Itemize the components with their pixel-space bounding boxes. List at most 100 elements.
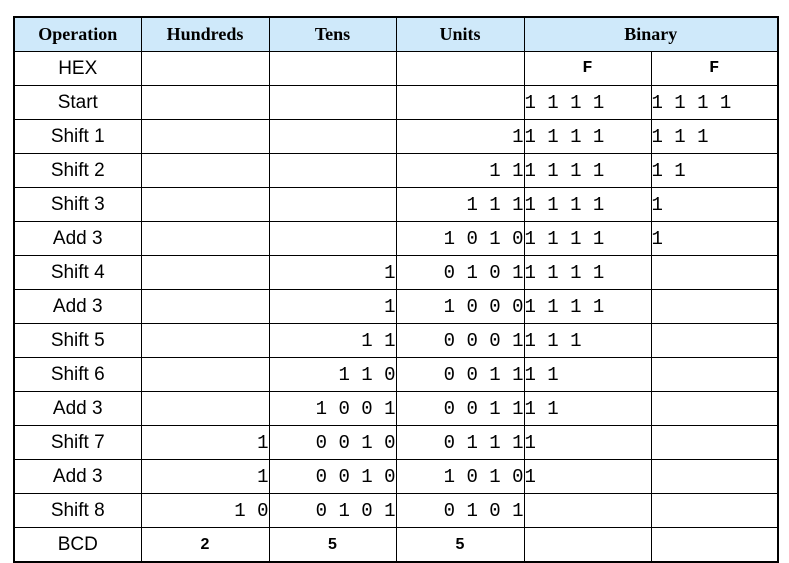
units-cell <box>395 51 525 86</box>
operation-cell: Shift 7 <box>13 425 142 460</box>
binary-low-cell: 1 <box>650 187 779 222</box>
units-cell: 1 0 1 0 <box>395 459 525 494</box>
units-cell: 5 <box>395 527 525 563</box>
hundreds-cell <box>140 323 270 358</box>
tens-cell: 0 1 0 1 <box>268 493 397 528</box>
hundreds-cell: 2 <box>140 527 270 563</box>
hundreds-cell: 1 <box>140 459 270 494</box>
binary-low-cell <box>650 357 779 392</box>
tens-cell: 1 1 <box>268 323 397 358</box>
units-cell: 1 0 0 0 <box>395 289 525 324</box>
header-units: Units <box>395 16 525 52</box>
units-cell: 0 1 1 1 <box>395 425 525 460</box>
hundreds-cell <box>140 85 270 120</box>
double-dabble-table: Operation Hundreds Tens Units Binary HEX… <box>13 16 780 563</box>
table-row: HEX F F <box>13 51 779 86</box>
binary-high-cell <box>523 527 652 563</box>
table-row: BCD 2 5 5 <box>13 527 779 563</box>
binary-high-cell: F <box>523 51 652 86</box>
operation-cell: Add 3 <box>13 221 142 256</box>
hundreds-cell <box>140 255 270 290</box>
tens-cell: 1 0 0 1 <box>268 391 397 426</box>
tens-cell <box>268 51 397 86</box>
tens-cell: 1 1 0 <box>268 357 397 392</box>
binary-high-cell: 1 1 1 1 <box>523 255 652 290</box>
units-cell: 0 1 0 1 <box>395 255 525 290</box>
header-row: Operation Hundreds Tens Units Binary <box>13 16 779 52</box>
binary-high-cell: 1 1 1 1 <box>523 119 652 154</box>
operation-cell: Add 3 <box>13 289 142 324</box>
binary-low-cell <box>650 323 779 358</box>
binary-high-cell: 1 1 1 <box>523 323 652 358</box>
tens-cell: 0 0 1 0 <box>268 459 397 494</box>
binary-low-cell: 1 1 <box>650 153 779 188</box>
hundreds-cell <box>140 391 270 426</box>
binary-low-cell: 1 <box>650 221 779 256</box>
operation-cell: Start <box>13 85 142 120</box>
binary-high-cell: 1 1 <box>523 357 652 392</box>
operation-cell: Shift 6 <box>13 357 142 392</box>
binary-high-cell: 1 <box>523 459 652 494</box>
binary-high-cell: 1 1 <box>523 391 652 426</box>
hundreds-cell <box>140 153 270 188</box>
binary-low-cell: 1 1 1 1 <box>650 85 779 120</box>
units-cell: 1 1 1 <box>395 187 525 222</box>
hundreds-cell <box>140 289 270 324</box>
tens-cell <box>268 85 397 120</box>
operation-cell: Shift 3 <box>13 187 142 222</box>
tens-cell: 1 <box>268 289 397 324</box>
binary-low-cell <box>650 255 779 290</box>
binary-high-cell: 1 1 1 1 <box>523 221 652 256</box>
binary-high-cell: 1 1 1 1 <box>523 187 652 222</box>
hundreds-cell <box>140 357 270 392</box>
units-cell: 0 0 1 1 <box>395 391 525 426</box>
binary-high-cell: 1 1 1 1 <box>523 85 652 120</box>
tens-cell: 5 <box>268 527 397 563</box>
header-operation: Operation <box>13 16 142 52</box>
binary-low-cell <box>650 289 779 324</box>
units-cell: 0 0 0 1 <box>395 323 525 358</box>
header-binary: Binary <box>523 16 779 52</box>
hundreds-cell <box>140 221 270 256</box>
operation-cell: Shift 8 <box>13 493 142 528</box>
tens-cell <box>268 119 397 154</box>
binary-high-cell: 1 1 1 1 <box>523 153 652 188</box>
tens-cell <box>268 153 397 188</box>
binary-high-cell: 1 <box>523 425 652 460</box>
tens-cell: 1 <box>268 255 397 290</box>
binary-low-cell <box>650 459 779 494</box>
hundreds-cell <box>140 119 270 154</box>
binary-high-cell <box>523 493 652 528</box>
header-tens: Tens <box>268 16 397 52</box>
tens-cell <box>268 221 397 256</box>
hundreds-cell: 1 0 <box>140 493 270 528</box>
units-cell: 0 1 0 1 <box>395 493 525 528</box>
tens-cell: 0 0 1 0 <box>268 425 397 460</box>
binary-high-cell: 1 1 1 1 <box>523 289 652 324</box>
operation-cell: Add 3 <box>13 391 142 426</box>
operation-cell: Shift 4 <box>13 255 142 290</box>
binary-low-cell <box>650 493 779 528</box>
operation-cell: Add 3 <box>13 459 142 494</box>
binary-low-cell: 1 1 1 <box>650 119 779 154</box>
units-cell: 0 0 1 1 <box>395 357 525 392</box>
units-cell: 1 0 1 0 <box>395 221 525 256</box>
binary-low-cell: F <box>650 51 779 86</box>
hundreds-cell <box>140 51 270 86</box>
binary-low-cell <box>650 527 779 563</box>
header-hundreds: Hundreds <box>140 16 270 52</box>
operation-cell: Shift 1 <box>13 119 142 154</box>
operation-cell: HEX <box>13 51 142 86</box>
